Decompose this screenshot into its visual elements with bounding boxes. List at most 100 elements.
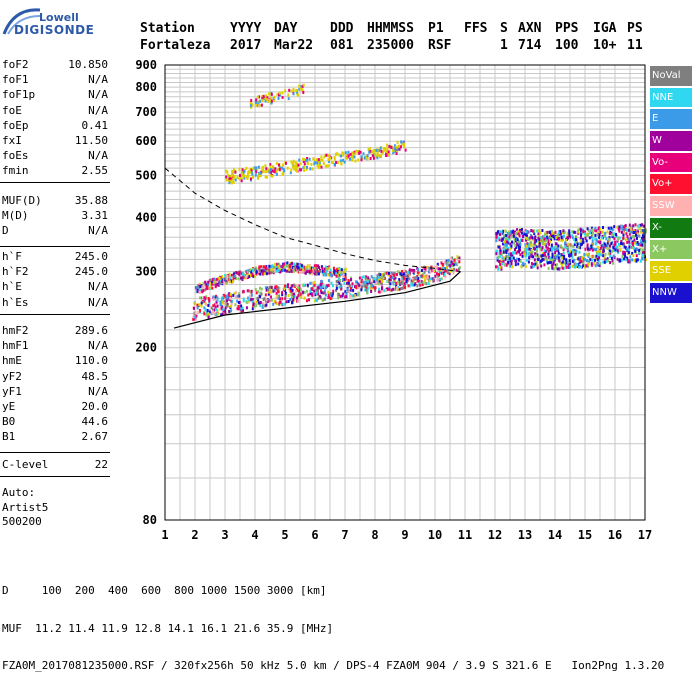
echo-point: [547, 250, 550, 254]
echo-point: [272, 270, 275, 274]
echo-point: [436, 262, 439, 266]
echo-point: [216, 298, 219, 302]
echo-point: [251, 307, 254, 311]
echo-point: [269, 290, 272, 294]
echo-point: [456, 263, 459, 267]
echo-point: [275, 269, 278, 273]
echo-point: [331, 160, 334, 164]
echo-point: [505, 263, 508, 267]
param-row: foEs N/A: [0, 149, 110, 164]
echo-point: [300, 268, 303, 272]
x-tick-label: 5: [281, 528, 288, 542]
echo-point: [323, 289, 326, 293]
echo-point: [319, 158, 322, 162]
echo-point: [370, 275, 373, 279]
echo-point: [620, 230, 623, 234]
echo-point: [373, 277, 376, 281]
echo-point: [264, 96, 267, 100]
echo-point: [267, 168, 270, 172]
echo-point: [230, 179, 233, 183]
echo-point: [318, 270, 321, 274]
echo-point: [638, 226, 641, 230]
echo-point: [349, 288, 352, 292]
echo-point: [507, 238, 509, 242]
echo-point: [325, 270, 328, 274]
echo-point: [292, 92, 295, 96]
echo-point: [204, 280, 207, 284]
echo-point: [608, 232, 611, 236]
echo-point: [233, 168, 235, 172]
echo-point: [399, 145, 402, 149]
echo-point: [544, 231, 547, 234]
echo-point: [199, 296, 202, 300]
echo-point: [597, 227, 600, 231]
echo-point: [497, 236, 500, 240]
echo-point: [521, 261, 524, 265]
echo-point: [553, 248, 556, 252]
echo-point: [554, 245, 557, 249]
echo-point: [446, 263, 449, 267]
param-label: hmF2: [2, 324, 29, 337]
echo-point: [329, 297, 332, 300]
echo-point: [379, 146, 382, 150]
echo-point: [349, 152, 352, 156]
echo-point: [238, 167, 241, 171]
echo-point: [632, 231, 635, 235]
echo-point: [591, 236, 594, 240]
echo-point: [594, 233, 597, 237]
echo-point: [368, 150, 371, 154]
scaled-parameters-panel: foF2 10.850 foF1 N/A foF1p N/A foE N/A foEp 0…: [0, 58, 110, 477]
echo-point: [596, 245, 599, 249]
echo-point: [193, 317, 196, 321]
echo-point: [365, 288, 368, 292]
echo-point: [536, 249, 538, 253]
echo-point: [423, 267, 426, 270]
echo-point: [424, 279, 426, 283]
echo-point: [278, 167, 281, 171]
echo-point: [532, 243, 535, 247]
echo-point: [517, 262, 520, 266]
echo-point: [249, 167, 252, 171]
echo-point: [332, 284, 334, 288]
echo-point: [211, 277, 214, 281]
echo-point: [528, 247, 531, 251]
echo-point: [522, 263, 525, 267]
echo-point: [236, 176, 239, 179]
echo-point: [451, 262, 454, 265]
echo-point: [362, 281, 365, 285]
echo-point: [279, 300, 282, 304]
echo-point: [284, 291, 287, 295]
echo-point: [607, 259, 610, 263]
echo-point: [616, 249, 619, 253]
echo-point: [310, 281, 313, 285]
echo-point: [504, 257, 507, 261]
echo-point: [551, 255, 554, 259]
echo-point: [227, 295, 230, 299]
echo-point: [338, 274, 341, 278]
echo-point: [275, 296, 278, 300]
echo-point: [382, 274, 385, 278]
echo-point: [566, 242, 569, 246]
echo-point: [533, 258, 536, 262]
echo-point: [279, 297, 282, 301]
echo-point: [324, 291, 326, 294]
echo-point: [538, 241, 541, 245]
echo-point: [306, 165, 308, 169]
echo-point: [279, 270, 282, 274]
echo-point: [576, 245, 579, 249]
echo-point: [278, 286, 281, 290]
echo-point: [634, 223, 637, 227]
echo-point: [354, 294, 357, 298]
echo-point: [567, 260, 570, 264]
echo-point: [253, 166, 256, 170]
echo-point: [257, 101, 260, 105]
echo-point: [255, 272, 258, 276]
echo-point: [377, 282, 380, 286]
echo-point: [542, 240, 544, 244]
echo-point: [198, 303, 201, 307]
echo-point: [551, 265, 554, 269]
echo-point: [599, 247, 602, 250]
echo-point: [604, 252, 607, 256]
echo-point: [340, 272, 343, 276]
echo-point: [226, 302, 229, 306]
